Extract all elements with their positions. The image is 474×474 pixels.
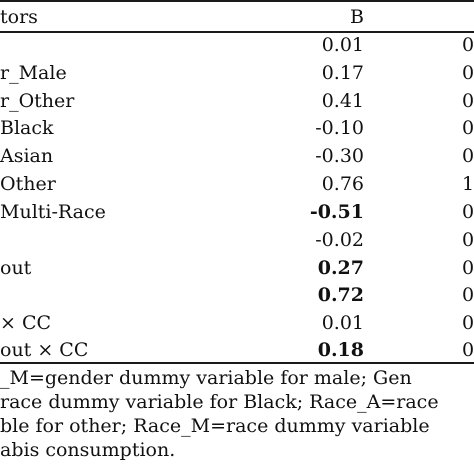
row-b-value: 0.01 <box>321 312 364 334</box>
note-line: race dummy variable for Black; Race_A=ra… <box>0 391 439 413</box>
row-label: Asian <box>0 145 54 167</box>
row-label: out <box>0 257 32 279</box>
row-b-value: -0.30 <box>315 145 364 167</box>
row-col3-value: 0 <box>462 312 474 334</box>
row-b-value: 0.27 <box>317 257 364 279</box>
row-b-value: -0.02 <box>315 229 364 251</box>
b-header: B <box>350 6 364 28</box>
note-line: _M=gender dummy variable for male; Gen <box>0 367 412 389</box>
row-col3-value: 0 <box>462 145 474 167</box>
row-col3-value: 0 <box>462 339 474 361</box>
row-col3-value: 0 <box>462 201 474 223</box>
row-label: r_Other <box>0 90 75 112</box>
note-line: abis consumption. <box>0 439 176 461</box>
row-b-value: 0.41 <box>321 90 364 112</box>
row-col3-value: 0 <box>462 90 474 112</box>
row-label: Multi-Race <box>0 201 106 223</box>
row-col3-value: 0 <box>462 117 474 139</box>
row-b-value: 0.76 <box>321 173 364 195</box>
row-b-value: -0.10 <box>315 117 364 139</box>
row-label: × CC <box>0 312 52 334</box>
row-b-value: 0.18 <box>317 339 364 361</box>
row-col3-value: 0 <box>462 62 474 84</box>
row-b-value: 0.72 <box>317 284 364 306</box>
row-col3-value: 0 <box>462 229 474 251</box>
row-label: r_Male <box>0 62 67 84</box>
header-rule <box>0 31 474 33</box>
top-rule <box>0 0 474 2</box>
row-col3-value: 0 <box>462 257 474 279</box>
row-col3-value: 0 <box>462 34 474 56</box>
row-col3-value: 0 <box>462 284 474 306</box>
row-label: Other <box>0 173 56 195</box>
row-col3-value: 1 <box>462 173 474 195</box>
bottom-rule <box>0 362 474 364</box>
row-b-value: 0.17 <box>321 62 364 84</box>
predictors-header: tors <box>0 6 38 28</box>
row-b-value: 0.01 <box>321 34 364 56</box>
row-label: out × CC <box>0 339 89 361</box>
row-label: Black <box>0 117 54 139</box>
note-line: ble for other; Race_M=race dummy variabl… <box>0 415 430 437</box>
row-b-value: -0.51 <box>309 201 364 223</box>
